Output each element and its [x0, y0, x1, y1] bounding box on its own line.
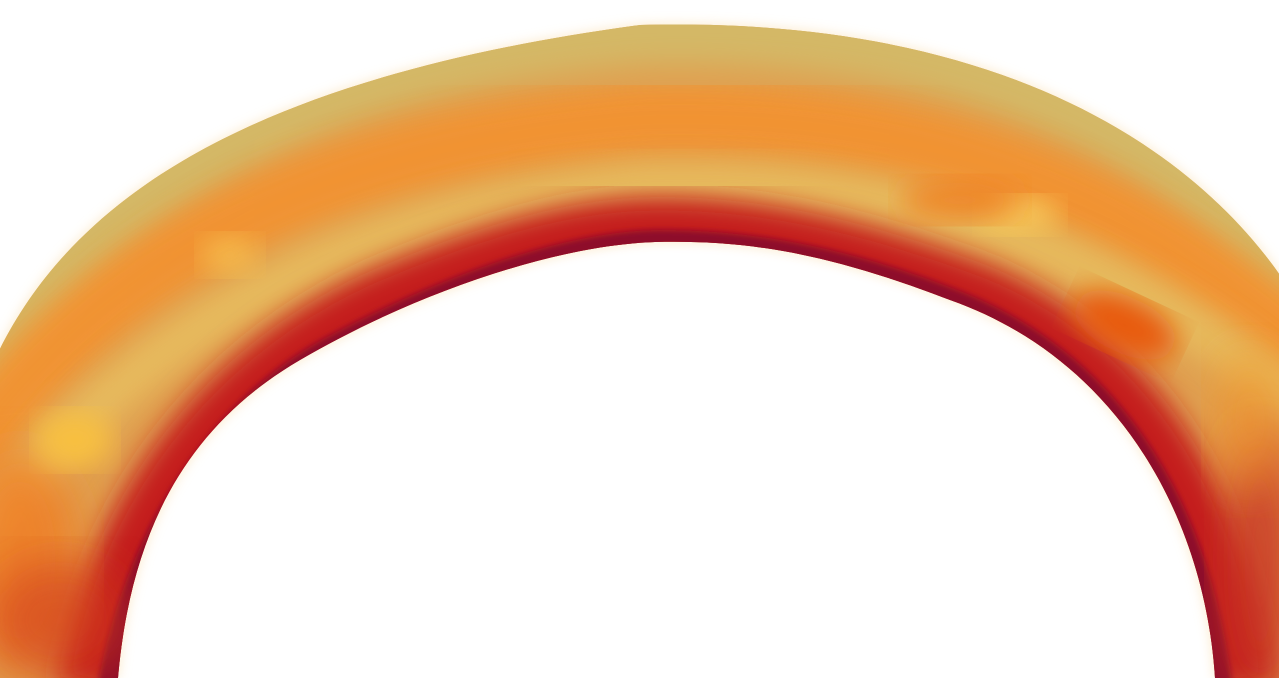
inner-opening: [131, 252, 1204, 678]
